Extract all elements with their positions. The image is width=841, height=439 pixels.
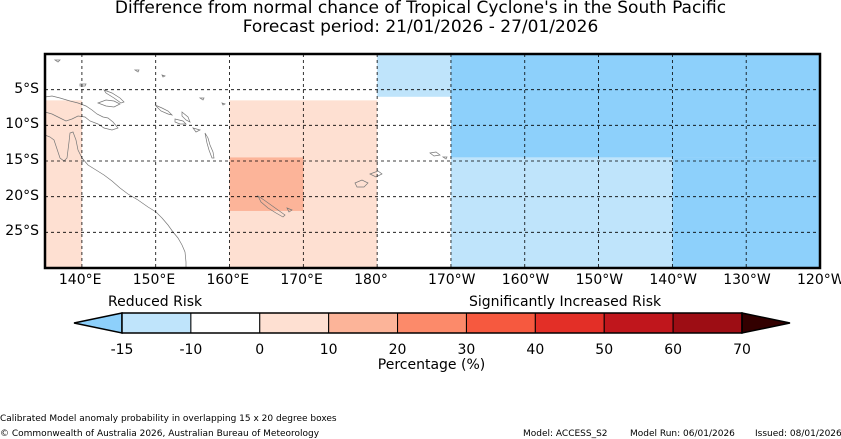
coastline-marshall (161, 74, 166, 78)
colorbar-bin (672, 312, 743, 334)
coastline-tuvalu (221, 102, 226, 106)
coastline-loyalty (286, 207, 293, 213)
lon-label: 140°W (649, 272, 697, 288)
reduced-risk-label: Reduced Risk (108, 294, 203, 310)
colorbar-tick-label: -10 (179, 342, 203, 358)
colorbar-tick-label: 70 (733, 342, 751, 358)
region-0 (45, 100, 82, 268)
copyright: © Commonwealth of Australia 2026, Austra… (0, 429, 320, 439)
lon-label: 150°E (132, 272, 176, 288)
coastline-caroline (53, 59, 61, 63)
colorbar-bin (534, 312, 605, 334)
colorbar-tick-label: -15 (110, 342, 134, 358)
colorbar-tick-label: 60 (664, 342, 683, 358)
lon-label: 160°W (501, 272, 550, 288)
coastline-viti-levu (354, 179, 369, 188)
lon-label: 140°E (58, 272, 102, 288)
region-2 (229, 157, 304, 211)
forecast-period: Forecast period: 21/01/2026 - 27/01/2026 (242, 17, 599, 37)
lat-label: 25°S (5, 223, 39, 240)
lon-label: 130°W (723, 272, 771, 288)
coastline-caroline2 (133, 69, 140, 73)
colorbar (73, 312, 791, 334)
colorbar-bin (190, 312, 261, 334)
model-name: Model: ACCESS_S2 (523, 429, 608, 439)
colorbar-bin (397, 312, 467, 334)
coastline-guadalcanal (174, 118, 187, 125)
footnote: Calibrated Model anomaly probability in … (0, 414, 337, 424)
colorbar-tick-label: 0 (255, 342, 265, 358)
region-3 (377, 54, 451, 97)
coastline-new-britain (97, 99, 121, 108)
lat-label: 5°S (14, 80, 39, 97)
coastline-malaita (181, 111, 191, 123)
colorbar-over-arrow (741, 312, 791, 334)
lon-label: 160°E (206, 272, 250, 288)
colorbar-bin (328, 312, 399, 334)
coastline-png (44, 95, 119, 131)
coastline-new-ireland (103, 89, 125, 104)
region-4 (450, 54, 820, 158)
colorbar-tick-label: 30 (457, 342, 476, 358)
chart-title: Difference from normal chance of Tropica… (114, 0, 727, 18)
coastline-solomons (154, 104, 174, 116)
coastline-vanuatu (204, 132, 215, 159)
lon-label: 170°W (427, 272, 476, 288)
colorbar-bin (603, 312, 674, 334)
coastline-australia (44, 131, 187, 268)
colorbar-frame (121, 312, 743, 334)
increased-risk-label: Significantly Increased Risk (469, 294, 662, 310)
coastline-new-caledonia (257, 194, 286, 218)
colorbar-bin (121, 312, 192, 334)
colorbar-tick-label: 40 (526, 342, 545, 358)
lon-label: 120°W (797, 272, 841, 288)
lon-label: 170°E (280, 272, 323, 288)
issued-date: Issued: 08/01/2026 (755, 429, 841, 439)
lat-label: 20°S (5, 187, 39, 204)
map-frame (43, 52, 822, 270)
coastline-samoa-east (441, 156, 448, 160)
lon-label: 150°W (575, 272, 624, 288)
colorbar-tick-label: 10 (319, 342, 338, 358)
colorbar-tick-label: 20 (388, 342, 407, 358)
coastline-admiralty (79, 83, 87, 87)
model-run-date: Model Run: 06/01/2026 (630, 429, 735, 439)
coastline-samoa (429, 151, 441, 157)
region-5 (450, 157, 673, 268)
lat-label: 10°S (5, 116, 39, 133)
lon-label: 180° (354, 272, 388, 288)
coastline-makira (192, 127, 201, 133)
coastlines (44, 59, 448, 268)
colorbar-tick-label: 50 (595, 342, 614, 358)
colorbar-axis-label: Percentage (%) (377, 357, 486, 373)
coastline-vanua-levu (369, 170, 383, 178)
colorbar-bin (465, 312, 536, 334)
coastline-nauru (198, 97, 205, 101)
colorbar-bin (259, 312, 330, 334)
colorbar-under-arrow (73, 312, 123, 334)
lat-label: 15°S (5, 152, 39, 168)
